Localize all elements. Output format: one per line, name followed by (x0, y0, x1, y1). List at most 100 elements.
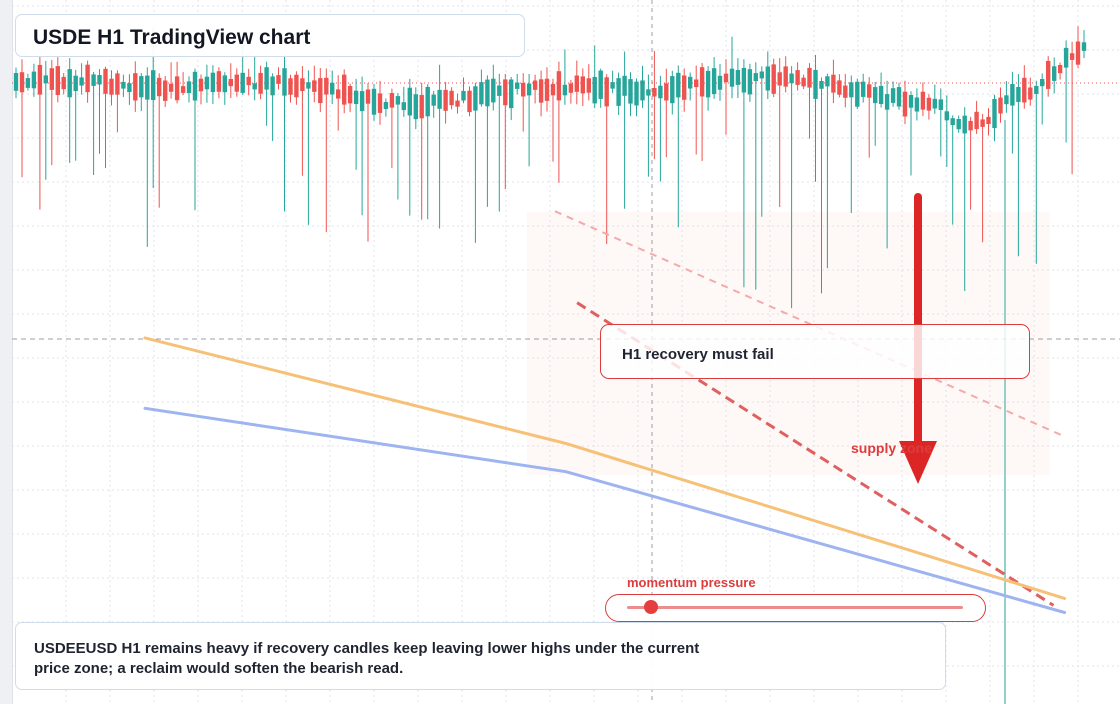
candle (747, 63, 753, 102)
analysis-note-box: USDEEUSD H1 remains heavy if recovery ca… (15, 622, 946, 690)
candle (598, 68, 603, 108)
candle (783, 56, 788, 93)
candle (306, 70, 311, 225)
candle (568, 79, 574, 104)
candle (222, 72, 227, 105)
candle (97, 69, 102, 154)
candle (174, 61, 180, 104)
candle (282, 55, 287, 212)
candle (873, 82, 878, 146)
candle (753, 62, 758, 290)
candle (461, 77, 466, 104)
candle (789, 66, 794, 309)
momentum-label: momentum pressure (627, 575, 756, 590)
candle (407, 79, 412, 216)
candle (771, 58, 776, 98)
candles (13, 26, 1087, 309)
candle (121, 74, 126, 98)
candle (980, 113, 985, 243)
candle (1046, 56, 1051, 97)
candle (556, 61, 562, 183)
candle (449, 87, 454, 110)
candle (616, 72, 621, 115)
candle (676, 65, 681, 228)
candle (425, 84, 430, 220)
candle (628, 72, 633, 117)
candle (1010, 71, 1015, 154)
candle (855, 78, 860, 109)
candle (204, 64, 210, 103)
candle (49, 59, 54, 166)
candle (324, 68, 329, 233)
candle (389, 88, 395, 168)
candle (861, 73, 866, 103)
candle (347, 83, 353, 113)
price-scale-strip (0, 0, 13, 704)
candle (914, 88, 920, 121)
candle (13, 67, 19, 99)
candle (1057, 62, 1063, 80)
candle (145, 67, 150, 247)
candle (67, 58, 72, 163)
candle (210, 65, 216, 104)
candle (538, 70, 544, 117)
candle (741, 59, 747, 288)
candle (342, 69, 347, 114)
candle (431, 90, 436, 118)
candle (198, 74, 204, 105)
momentum-knob[interactable] (643, 600, 658, 614)
candle (413, 87, 418, 130)
candle (127, 74, 132, 105)
candle (1081, 30, 1087, 59)
candle (592, 45, 597, 109)
candle (646, 74, 651, 177)
candle (288, 74, 293, 103)
candle (878, 72, 884, 108)
candle (956, 115, 961, 133)
candle (264, 61, 269, 126)
candle (479, 69, 484, 107)
candle (717, 64, 723, 101)
candle (300, 66, 305, 176)
candle (270, 73, 275, 142)
candle (526, 74, 532, 167)
candle (371, 83, 377, 121)
candle (992, 94, 997, 142)
candle (562, 49, 568, 105)
candle (652, 51, 657, 160)
candle (1052, 57, 1057, 94)
candle (932, 84, 937, 114)
candle (216, 67, 222, 99)
candle (884, 80, 890, 249)
candle (515, 73, 520, 95)
callout-text: H1 recovery must fail (622, 346, 774, 363)
candle (1028, 77, 1033, 106)
candle (91, 71, 96, 175)
candle (962, 107, 967, 291)
moving-average-line (143, 406, 1067, 614)
candle (682, 68, 687, 112)
resistance-line (576, 301, 1055, 607)
candle (950, 115, 955, 225)
candle (586, 64, 591, 101)
candle (186, 76, 192, 103)
candle (192, 68, 198, 211)
candle (1075, 26, 1081, 69)
candle (359, 76, 365, 216)
candle (1004, 81, 1009, 113)
candle (395, 93, 401, 200)
candle (133, 61, 138, 112)
candle (61, 73, 66, 95)
candle (180, 72, 186, 96)
candle (1034, 80, 1039, 264)
candle (19, 59, 25, 178)
candle (544, 67, 550, 112)
candle (574, 60, 579, 105)
candle (890, 81, 896, 107)
candle (115, 70, 120, 133)
candle (902, 80, 908, 125)
candle (25, 73, 31, 91)
candle (473, 82, 478, 243)
candle (664, 68, 669, 158)
